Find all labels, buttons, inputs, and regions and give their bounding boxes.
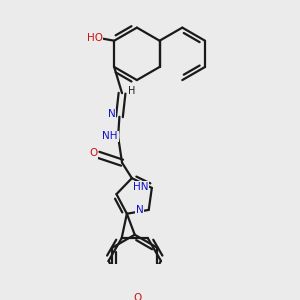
Text: NH: NH — [103, 131, 118, 142]
Text: HO: HO — [86, 33, 103, 43]
Text: O: O — [133, 293, 142, 300]
Text: N: N — [136, 205, 143, 215]
Text: H: H — [128, 85, 135, 96]
Text: N: N — [108, 109, 116, 119]
Text: O: O — [89, 148, 97, 158]
Text: HN: HN — [133, 182, 148, 192]
